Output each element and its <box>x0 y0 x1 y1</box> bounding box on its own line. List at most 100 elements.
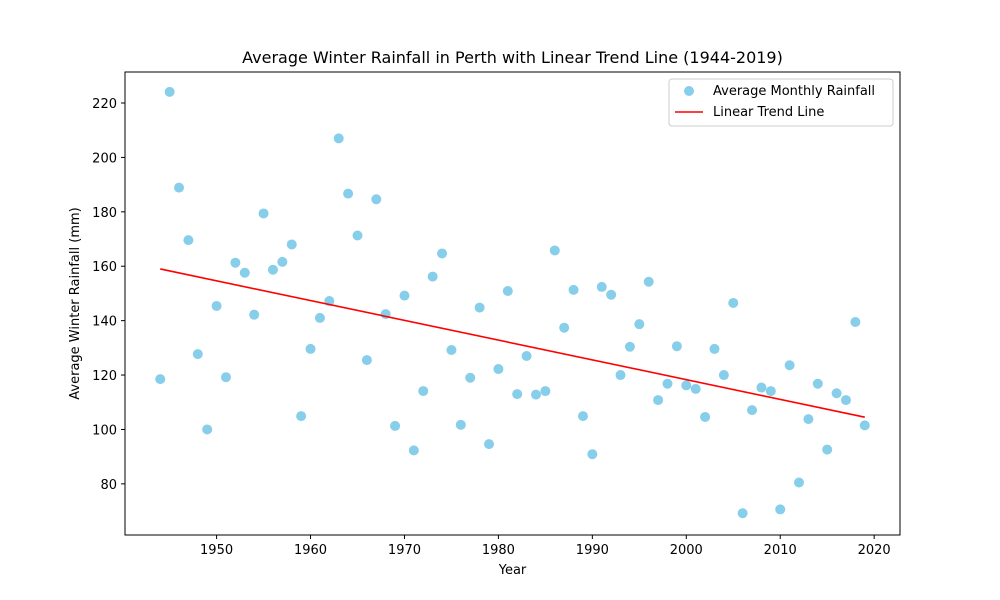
x-tick-label: 1970 <box>388 543 421 558</box>
data-point <box>700 411 711 422</box>
data-point <box>512 389 523 400</box>
data-point <box>220 372 231 383</box>
data-point <box>202 424 213 435</box>
data-point <box>408 445 419 456</box>
data-point <box>183 235 194 246</box>
data-point <box>718 370 729 381</box>
plot-area <box>155 86 870 519</box>
data-point <box>192 349 203 360</box>
x-axis: 1950 1960 1970 1980 1990 2000 2010 2020 <box>200 535 891 558</box>
data-point <box>794 477 805 488</box>
y-tick-label: 140 <box>92 315 117 330</box>
data-point <box>305 343 316 354</box>
data-point <box>521 351 532 362</box>
data-point <box>681 380 692 391</box>
legend-label-scatter: Average Monthly Rainfall <box>713 84 875 99</box>
data-point <box>765 386 776 397</box>
data-point <box>615 370 626 381</box>
data-point <box>343 188 354 199</box>
data-point <box>850 316 861 327</box>
data-point <box>155 374 166 385</box>
x-tick-label: 1950 <box>200 543 233 558</box>
y-tick-label: 220 <box>92 97 117 112</box>
data-point <box>502 285 513 296</box>
y-tick-label: 100 <box>92 423 117 438</box>
data-point <box>840 395 851 406</box>
legend: Average Monthly Rainfall Linear Trend Li… <box>668 78 894 127</box>
data-point <box>671 341 682 352</box>
data-point <box>822 444 833 455</box>
data-point <box>296 411 307 422</box>
data-point <box>709 343 720 354</box>
data-point <box>249 309 260 320</box>
x-tick-label: 2020 <box>858 543 891 558</box>
x-tick-label: 1990 <box>576 543 609 558</box>
data-point <box>437 248 448 259</box>
y-tick-label: 160 <box>92 260 117 275</box>
data-point <box>427 271 438 282</box>
data-point <box>662 378 673 389</box>
data-point <box>812 378 823 389</box>
legend-label-line: Linear Trend Line <box>713 105 824 120</box>
plot-frame <box>124 71 901 536</box>
data-point <box>174 182 185 193</box>
data-point <box>587 449 598 460</box>
x-tick-label: 1980 <box>482 543 515 558</box>
data-point <box>211 300 222 311</box>
data-point <box>540 386 551 397</box>
legend-box <box>668 78 894 127</box>
data-point <box>286 239 297 250</box>
y-tick-label: 80 <box>100 478 117 493</box>
data-point <box>859 420 870 431</box>
data-point <box>747 405 758 416</box>
y-tick-label: 120 <box>92 369 117 384</box>
data-point <box>484 439 495 450</box>
data-point <box>352 230 363 241</box>
chart-title: Average Winter Rainfall in Perth with Li… <box>242 48 783 67</box>
data-point <box>390 420 401 431</box>
data-point <box>530 389 541 400</box>
data-point <box>239 267 250 278</box>
trend-line <box>160 268 865 418</box>
data-point <box>474 302 485 313</box>
y-tick-label: 180 <box>92 206 117 221</box>
data-point <box>803 414 814 425</box>
data-point <box>164 86 175 97</box>
data-point <box>333 133 344 144</box>
data-point <box>653 395 664 406</box>
x-tick-label: 2000 <box>670 543 703 558</box>
data-point <box>230 257 241 268</box>
data-point <box>361 355 372 366</box>
data-point <box>258 208 269 219</box>
data-point <box>493 364 504 375</box>
data-point <box>737 508 748 519</box>
data-point <box>267 264 278 275</box>
data-point <box>549 245 560 256</box>
data-point <box>690 383 701 394</box>
legend-scatter-marker <box>684 86 694 96</box>
data-point <box>596 281 607 292</box>
data-point <box>277 256 288 267</box>
y-tick-label: 200 <box>92 151 117 166</box>
data-point <box>465 372 476 383</box>
y-axis: 80 100 120 140 160 180 200 220 <box>92 97 125 493</box>
x-tick-label: 2010 <box>764 543 797 558</box>
data-point <box>568 284 579 295</box>
data-point <box>314 312 325 323</box>
data-point <box>831 388 842 399</box>
data-point <box>577 411 588 422</box>
data-point <box>784 360 795 371</box>
data-point <box>559 322 570 333</box>
x-tick-label: 1960 <box>294 543 327 558</box>
data-point <box>399 290 410 301</box>
data-point <box>775 504 786 515</box>
data-point <box>455 419 466 430</box>
data-point <box>756 382 767 393</box>
data-point <box>446 345 457 356</box>
data-point <box>643 276 654 287</box>
y-axis-label: Average Winter Rainfall (mm) <box>68 207 83 399</box>
data-point <box>634 319 645 330</box>
data-point <box>728 297 739 308</box>
data-point <box>418 386 429 397</box>
